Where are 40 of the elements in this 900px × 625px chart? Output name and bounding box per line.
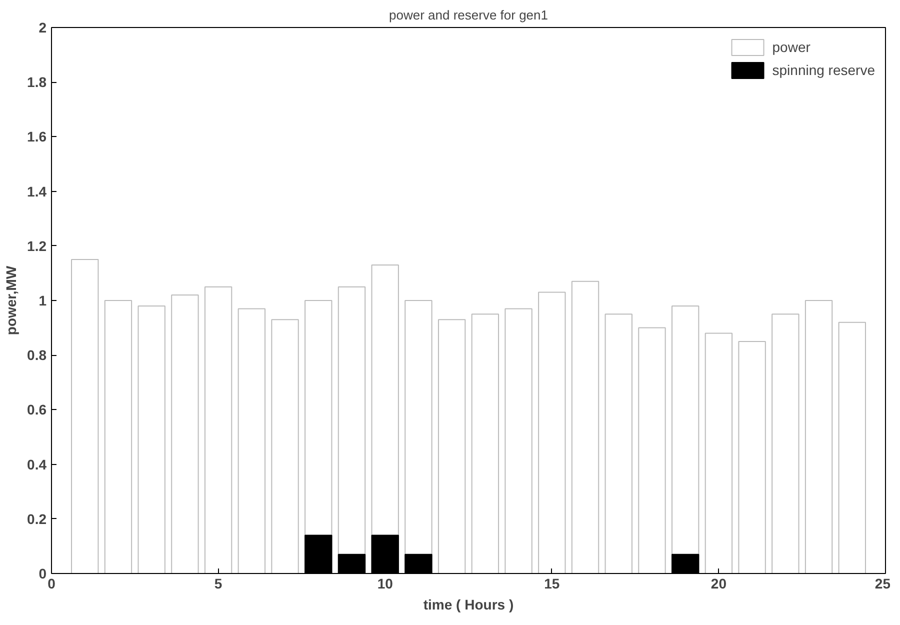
y-tick-label: 1.4 — [27, 183, 47, 200]
bar — [638, 327, 666, 574]
bar — [504, 308, 532, 574]
x-tick-label: 15 — [544, 576, 560, 592]
chart-title: power and reserve for gen1 — [389, 8, 548, 22]
y-tick-label: 0.8 — [27, 347, 47, 364]
x-tick-label: 10 — [377, 576, 394, 592]
bar — [838, 322, 866, 574]
bar — [171, 294, 199, 574]
y-tick-label: 1.6 — [27, 128, 47, 145]
x-tick-label: 5 — [214, 576, 222, 592]
y-tick-label: 0.2 — [27, 510, 47, 527]
y-tick-label: 1.8 — [27, 74, 47, 90]
y-axis-title: power,MW — [3, 265, 20, 336]
bar — [71, 259, 99, 574]
bar — [804, 300, 833, 574]
bar — [738, 340, 766, 574]
bar — [204, 286, 232, 574]
y-tick-label: 0.4 — [27, 456, 47, 472]
bar — [271, 319, 299, 574]
y-tick-label: 0 — [38, 566, 47, 582]
y-tick-label: 2 — [38, 20, 47, 36]
bar — [772, 314, 800, 574]
bar — [438, 319, 466, 574]
y-tick-label: 1 — [38, 292, 47, 308]
y-tick-label: 0.6 — [27, 402, 47, 418]
bar — [104, 300, 132, 574]
bar — [704, 332, 733, 574]
x-tick-label: 25 — [874, 576, 891, 592]
legend-label: spinning reserve — [772, 62, 875, 78]
bar — [471, 314, 500, 574]
bar — [604, 314, 632, 574]
bar — [538, 292, 566, 574]
x-axis-title: time ( Hours ) — [423, 596, 514, 612]
x-tick-label: 20 — [710, 576, 727, 592]
bar — [571, 280, 600, 574]
bar — [238, 308, 266, 574]
bar — [138, 305, 166, 574]
y-tick-label: 1.2 — [27, 238, 47, 254]
legend-label: power — [772, 39, 810, 55]
